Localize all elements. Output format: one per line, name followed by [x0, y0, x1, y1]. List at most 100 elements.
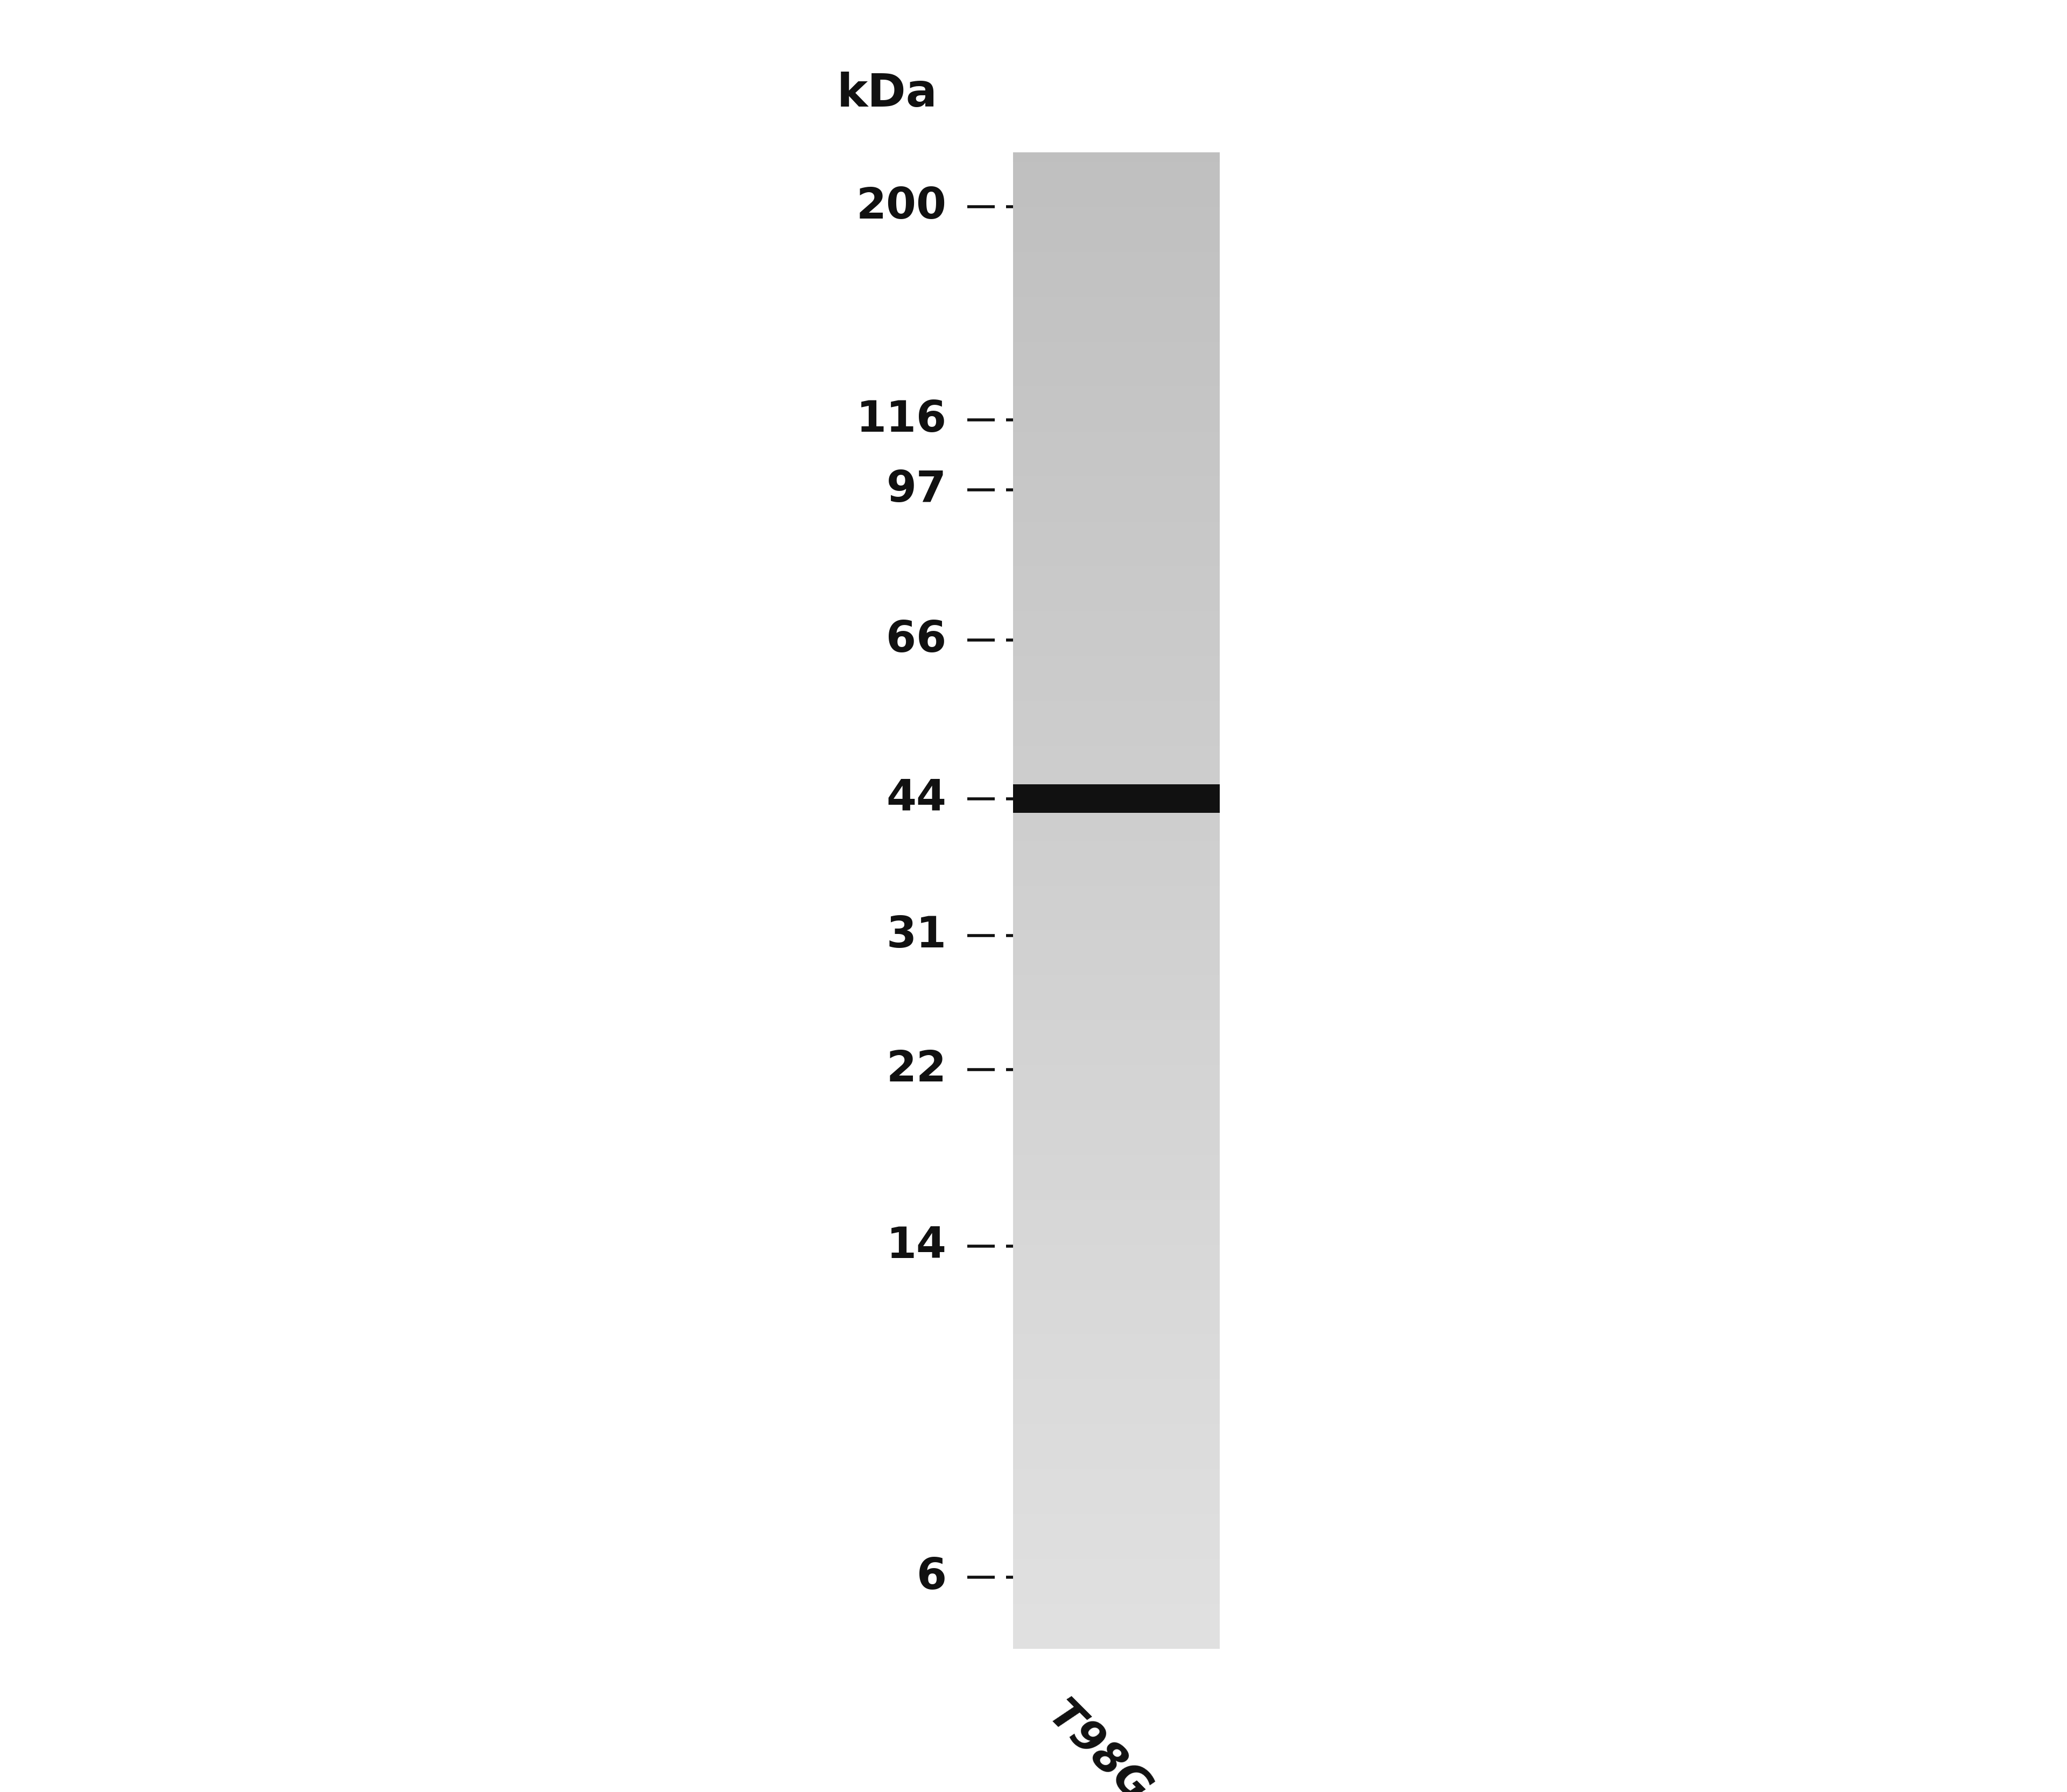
- Bar: [1013, 969, 1220, 975]
- Bar: [1013, 591, 1220, 597]
- Bar: [1013, 925, 1220, 930]
- Bar: [1013, 701, 1220, 706]
- Bar: [1013, 547, 1220, 552]
- Bar: [1013, 491, 1220, 496]
- Bar: [1013, 885, 1220, 891]
- Bar: [1013, 586, 1220, 591]
- Bar: [1013, 267, 1220, 272]
- Bar: [1013, 745, 1220, 751]
- Bar: [1013, 163, 1220, 167]
- Bar: [1013, 1229, 1220, 1235]
- Bar: [1013, 1609, 1220, 1615]
- Text: kDa: kDa: [837, 72, 938, 116]
- Bar: [1013, 935, 1220, 941]
- Bar: [1013, 192, 1220, 197]
- Bar: [1013, 1409, 1220, 1414]
- Text: 22: 22: [887, 1048, 947, 1091]
- Bar: [1013, 228, 1220, 233]
- Text: 14: 14: [887, 1226, 947, 1267]
- Bar: [1013, 486, 1220, 491]
- Bar: [1013, 1643, 1220, 1649]
- Bar: [1013, 1484, 1220, 1489]
- Bar: [1013, 186, 1220, 192]
- Bar: [1013, 1000, 1220, 1005]
- Bar: [1013, 1115, 1220, 1120]
- Bar: [1013, 866, 1220, 871]
- Bar: [1013, 781, 1220, 785]
- Bar: [1013, 831, 1220, 835]
- Bar: [1013, 323, 1220, 326]
- Bar: [1013, 686, 1220, 692]
- Bar: [1013, 1349, 1220, 1355]
- Bar: [1013, 502, 1220, 507]
- Bar: [1013, 426, 1220, 432]
- Bar: [1013, 1564, 1220, 1568]
- Text: 116: 116: [856, 400, 947, 441]
- Bar: [1013, 1290, 1220, 1294]
- Bar: [1013, 1383, 1220, 1389]
- Bar: [1013, 1075, 1220, 1081]
- Bar: [1013, 961, 1220, 966]
- Bar: [1013, 541, 1220, 547]
- Bar: [1013, 1624, 1220, 1629]
- Bar: [1013, 1299, 1220, 1305]
- Bar: [1013, 636, 1220, 642]
- Bar: [1013, 1050, 1220, 1055]
- Bar: [1013, 1201, 1220, 1204]
- Bar: [1013, 376, 1220, 382]
- Bar: [1013, 511, 1220, 516]
- Bar: [1013, 197, 1220, 202]
- Bar: [1013, 1159, 1220, 1165]
- Bar: [1013, 167, 1220, 172]
- Bar: [1013, 1254, 1220, 1260]
- Bar: [1013, 737, 1220, 740]
- Bar: [1013, 1339, 1220, 1344]
- Bar: [1013, 1081, 1220, 1084]
- Bar: [1013, 1260, 1220, 1265]
- Bar: [1013, 1025, 1220, 1030]
- Bar: [1013, 237, 1220, 242]
- Bar: [1013, 880, 1220, 885]
- Bar: [1013, 281, 1220, 287]
- Bar: [1013, 532, 1220, 536]
- Bar: [1013, 1503, 1220, 1509]
- Bar: [1013, 272, 1220, 278]
- Bar: [1013, 317, 1220, 323]
- Bar: [1013, 158, 1220, 163]
- Bar: [1013, 1170, 1220, 1176]
- Bar: [1013, 826, 1220, 831]
- Bar: [1013, 1419, 1220, 1425]
- Bar: [1013, 855, 1220, 860]
- Bar: [1013, 1335, 1220, 1339]
- Bar: [1013, 1355, 1220, 1360]
- Bar: [1013, 771, 1220, 776]
- Bar: [1013, 1240, 1220, 1245]
- Bar: [1013, 916, 1220, 921]
- Bar: [1013, 1389, 1220, 1394]
- Bar: [1013, 1045, 1220, 1050]
- Bar: [1013, 611, 1220, 616]
- Bar: [1013, 1475, 1220, 1478]
- Bar: [1013, 1559, 1220, 1564]
- Bar: [1013, 462, 1220, 466]
- Bar: [1013, 1190, 1220, 1195]
- Bar: [1013, 631, 1220, 636]
- Bar: [1013, 342, 1220, 348]
- Bar: [1013, 217, 1220, 222]
- Bar: [1013, 466, 1220, 471]
- Bar: [1013, 457, 1220, 462]
- Bar: [1013, 1364, 1220, 1369]
- Bar: [1013, 1224, 1220, 1229]
- Bar: [1013, 1394, 1220, 1400]
- Bar: [1013, 152, 1220, 158]
- Bar: [1013, 1400, 1220, 1405]
- Bar: [1013, 815, 1220, 821]
- Bar: [1013, 955, 1220, 961]
- Bar: [1013, 692, 1220, 695]
- Bar: [1013, 1120, 1220, 1125]
- Bar: [1013, 1095, 1220, 1100]
- Bar: [1013, 1109, 1220, 1115]
- Bar: [1013, 332, 1220, 337]
- Bar: [1013, 1495, 1220, 1498]
- Bar: [1013, 437, 1220, 441]
